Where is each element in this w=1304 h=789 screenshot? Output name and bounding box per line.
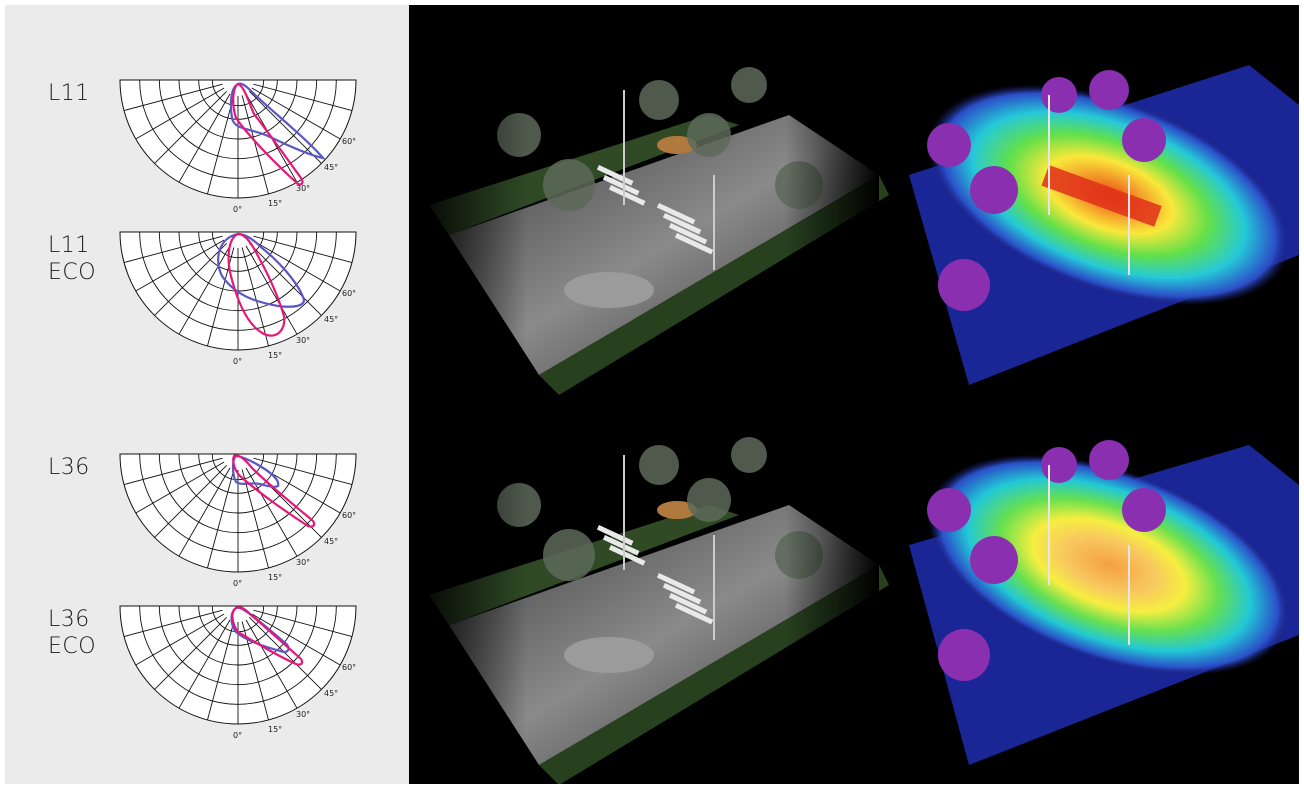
polar-diagram-l11-eco: 0° 15° 30° 45° 60° (119, 231, 357, 366)
heatmap-render-bottom (909, 440, 1299, 765)
scene-renders (409, 5, 1299, 784)
polar-grid (119, 605, 357, 725)
diagram-label-l11-eco: L11 ECO (48, 233, 97, 285)
angle-label-30: 30° (296, 184, 310, 193)
polar-diagram-l36: 0° 15° 30° 45° 60° (119, 453, 357, 588)
intensity-curve-primary (227, 232, 286, 337)
diagram-label-l36: L36 (48, 455, 90, 480)
angle-label-15: 15° (268, 725, 282, 734)
intensity-curve-secondary (229, 82, 326, 160)
angle-label-45: 45° (324, 689, 338, 698)
angle-label-60: 60° (342, 137, 356, 146)
polar-grid (119, 79, 357, 199)
polar-diagram-l11: 0° 15° 30° 45° 60° (119, 79, 357, 214)
angle-label-15: 15° (268, 351, 282, 360)
angle-label-60: 60° (342, 663, 356, 672)
diagram-label-l36-eco: L36 ECO (48, 607, 97, 659)
angle-label-0: 0° (233, 205, 242, 214)
street-render-top (409, 5, 889, 395)
angle-label-60: 60° (342, 289, 356, 298)
heatmap-render-top (909, 65, 1299, 385)
angle-label-45: 45° (324, 315, 338, 324)
diagram-label-l11: L11 (48, 81, 90, 106)
angle-label-60: 60° (342, 511, 356, 520)
intensity-curve-primary (232, 454, 316, 528)
angle-label-30: 30° (296, 336, 310, 345)
intensity-curve-primary (231, 606, 304, 666)
angle-label-0: 0° (233, 579, 242, 588)
angle-label-0: 0° (233, 731, 242, 740)
angle-label-45: 45° (324, 537, 338, 546)
polar-grid (119, 453, 357, 573)
angle-label-30: 30° (296, 710, 310, 719)
polar-diagram-l36-eco: 0° 15° 30° 45° 60° (119, 605, 357, 740)
angle-label-0: 0° (233, 357, 242, 366)
render-panel (409, 5, 1299, 784)
intensity-curve-secondary (217, 232, 306, 308)
intensity-curve-primary (232, 82, 304, 186)
street-render-bottom (409, 395, 889, 784)
angle-label-15: 15° (268, 199, 282, 208)
angle-label-15: 15° (268, 573, 282, 582)
angle-label-45: 45° (324, 163, 338, 172)
angle-label-30: 30° (296, 558, 310, 567)
